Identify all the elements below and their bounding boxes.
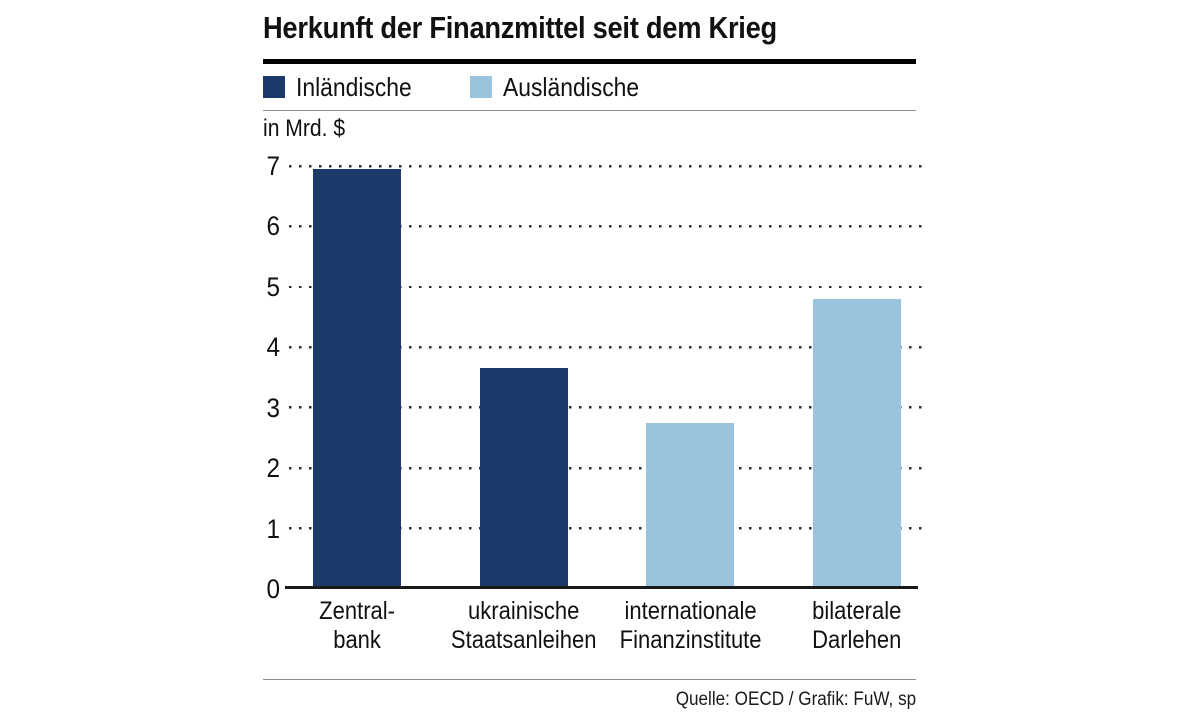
x-axis-labels: Zentral-bank ukrainische Staatsanleihen int… — [263, 589, 916, 669]
source-credit: Quelle: OECD / Grafik: FuW, sp — [675, 689, 916, 710]
y-tick-label: 6 — [266, 211, 280, 242]
legend-item-foreign: Ausländische — [470, 73, 658, 101]
page-title: Herkunft der Finanzmittel seit dem Krieg — [263, 8, 916, 48]
x-axis-label: Zentral-bank — [319, 597, 395, 654]
y-tick-label: 0 — [266, 574, 280, 604]
gridline — [289, 285, 922, 289]
plot-area: 0 1 2 3 4 5 6 7 — [266, 152, 922, 603]
legend-label: Ausländische — [503, 72, 640, 102]
gridline — [289, 466, 922, 470]
legend-swatch — [263, 76, 285, 98]
x-axis-label: internationale Finanzinstitute — [619, 597, 762, 654]
chart-container: Herkunft der Finanzmittel seit dem Krieg… — [263, 0, 922, 711]
page-title-text: Herkunft der Finanzmittel seit dem Krieg — [263, 10, 777, 45]
x-axis-label: bilaterale Darlehen — [812, 597, 902, 654]
y-axis-unit-label: in Mrd. $ — [263, 115, 346, 142]
legend-swatch — [470, 76, 492, 98]
bar-ukrainischestaatsanleihen — [479, 368, 568, 589]
y-tick-label: 3 — [266, 392, 280, 423]
y-tick-label: 1 — [266, 513, 280, 544]
bar-bilateraledarlehen — [813, 298, 902, 589]
legend-divider — [263, 110, 916, 111]
gridline — [289, 527, 922, 531]
bar-internationalefinanzinstitute — [646, 422, 735, 589]
y-tick-label: 2 — [266, 453, 280, 484]
gridline — [289, 406, 922, 410]
footer-divider — [263, 679, 916, 680]
y-tick-label: 4 — [266, 332, 280, 363]
y-tick-label: 7 — [266, 151, 280, 181]
x-axis-baseline — [285, 586, 918, 589]
legend: Inländische Ausländische — [263, 73, 916, 101]
x-axis-label: ukrainische Staatsanleihen — [450, 597, 597, 654]
gridline — [289, 164, 922, 168]
gridline — [289, 345, 922, 349]
title-divider — [263, 59, 916, 64]
y-tick-label: 5 — [266, 271, 280, 302]
gridline — [289, 224, 922, 228]
legend-item-domestic: Inländische — [263, 73, 470, 101]
bar-zentralbank — [313, 169, 401, 589]
legend-label: Inländische — [296, 72, 412, 102]
